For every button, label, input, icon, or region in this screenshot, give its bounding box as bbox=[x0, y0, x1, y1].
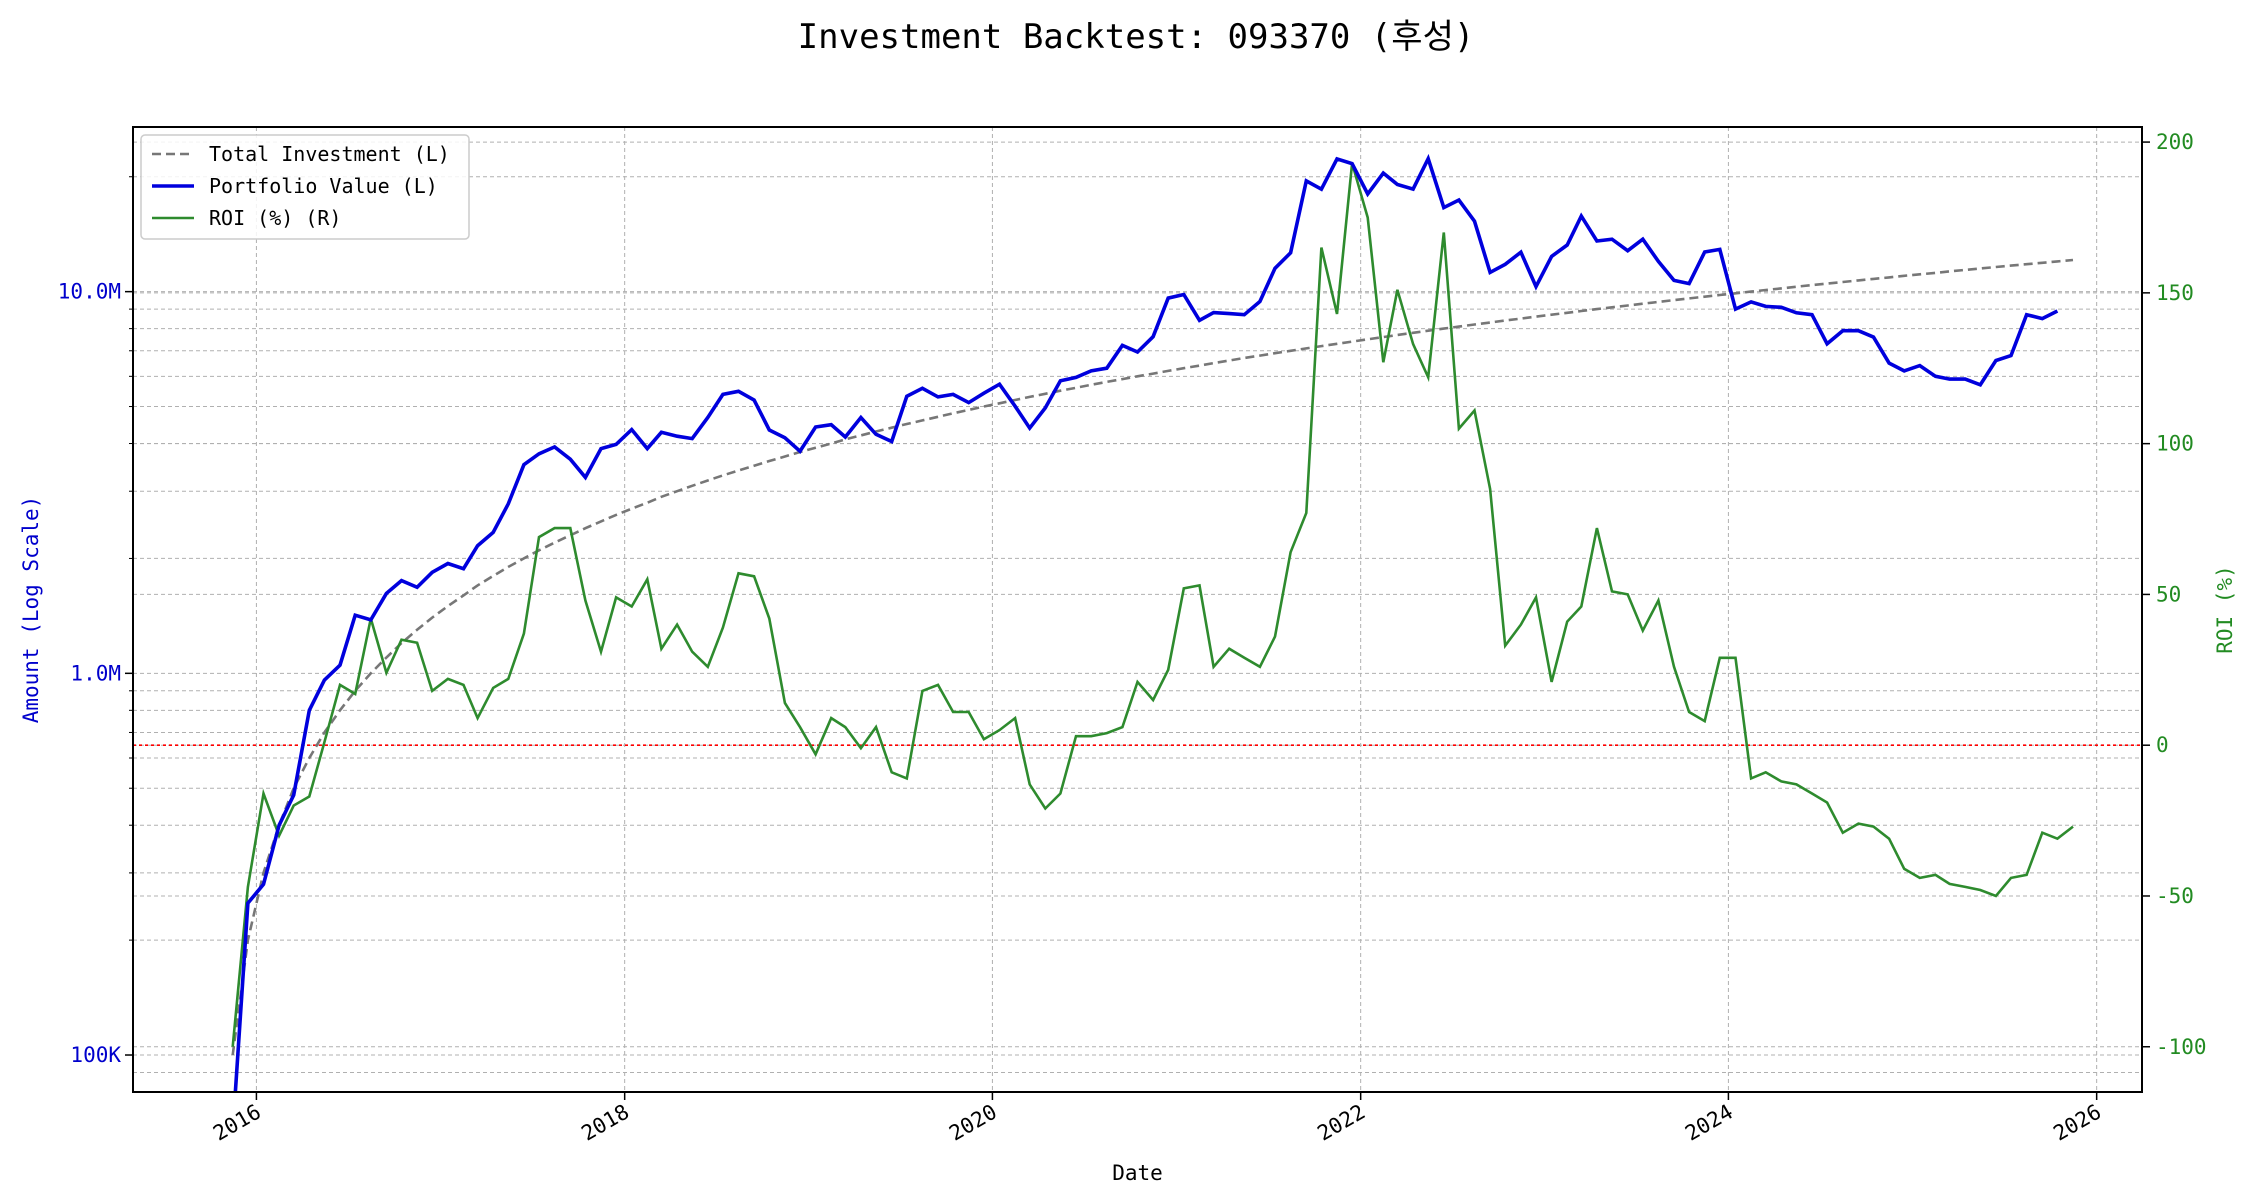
legend: Total Investment (L) Portfolio Value (L)… bbox=[140, 134, 470, 240]
series-layer bbox=[231, 153, 2074, 1092]
plot-frame bbox=[132, 126, 2143, 1093]
total-investment-line bbox=[231, 258, 2074, 1056]
right-tick-label: -100 bbox=[2156, 1035, 2207, 1059]
left-axis-label: Amount (Log Scale) bbox=[19, 496, 43, 724]
x-axis-ticks: 2016 2018 2020 2022 2024 2026 bbox=[209, 1092, 2105, 1146]
x-tick-label: 2026 bbox=[2049, 1100, 2105, 1146]
right-tick-label: -50 bbox=[2156, 884, 2194, 908]
chart-title: Investment Backtest: 093370 (후성) bbox=[798, 17, 1475, 57]
left-axis-ticks: 100K 1.0M 10.0M bbox=[58, 176, 133, 1067]
right-tick-label: 200 bbox=[2156, 130, 2194, 154]
x-axis-label: Date bbox=[1112, 1161, 1163, 1185]
x-tick-label: 2022 bbox=[1313, 1100, 1369, 1146]
grid bbox=[133, 127, 2142, 1093]
portfolio-value-line bbox=[233, 153, 2059, 1092]
right-tick-label: 150 bbox=[2156, 281, 2194, 305]
right-axis-ticks: -100 -50 0 50 100 150 200 bbox=[2142, 130, 2207, 1059]
right-tick-label: 50 bbox=[2156, 582, 2181, 606]
right-axis-label: ROI (%) bbox=[2213, 565, 2237, 654]
legend-entry-roi: ROI (%) (R) bbox=[209, 206, 341, 230]
right-tick-label: 100 bbox=[2156, 432, 2194, 456]
legend-box bbox=[140, 134, 470, 240]
right-tick-label: 0 bbox=[2156, 733, 2169, 757]
x-tick-label: 2018 bbox=[577, 1100, 633, 1146]
x-tick-label: 2024 bbox=[1681, 1100, 1737, 1146]
x-tick-label: 2020 bbox=[945, 1100, 1001, 1146]
legend-entry-portfolio-value: Portfolio Value (L) bbox=[209, 174, 438, 198]
x-tick-label: 2016 bbox=[209, 1100, 265, 1146]
legend-entry-total-investment: Total Investment (L) bbox=[209, 142, 450, 166]
left-tick-label: 100K bbox=[70, 1043, 121, 1067]
roi-line bbox=[231, 162, 2074, 1047]
left-tick-label: 1.0M bbox=[70, 661, 121, 685]
left-tick-label: 10.0M bbox=[58, 280, 121, 304]
